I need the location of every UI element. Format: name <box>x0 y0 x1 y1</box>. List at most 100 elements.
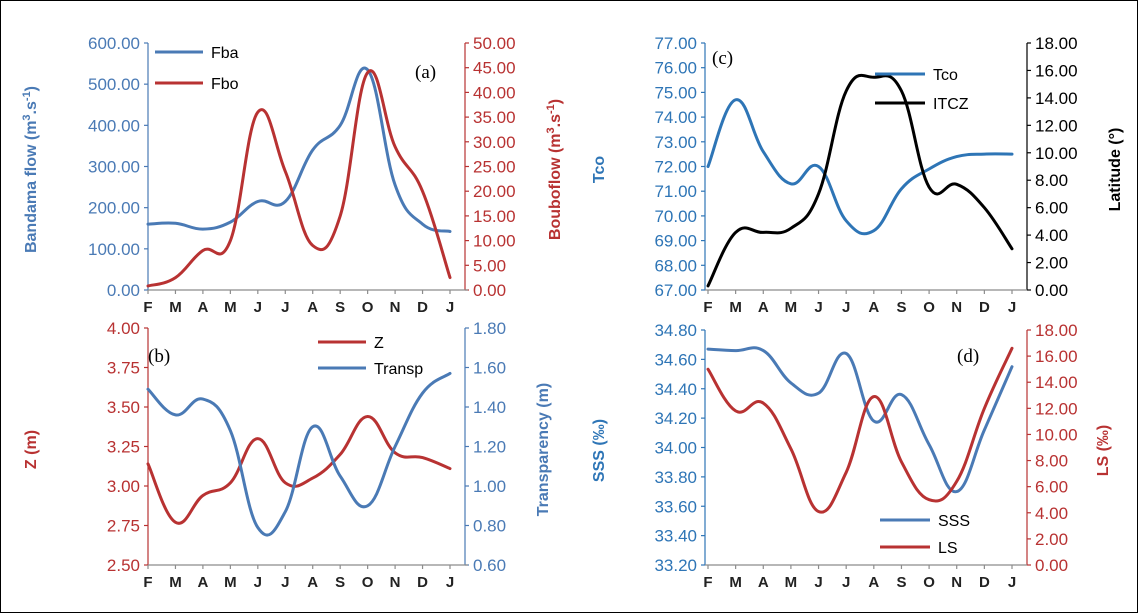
left-tick-label: 33.60 <box>654 497 697 516</box>
x-tick-label: D <box>417 299 428 316</box>
right-tick-label: 50.00 <box>473 34 516 53</box>
chart-panel-c: 67.00 68.00 69.00 70.00 71.00 72.00 73.00 74.00… <box>591 34 1124 316</box>
left-tick-label: 67.00 <box>654 281 697 300</box>
x-tick-label: J <box>446 574 454 591</box>
right-tick-label: 0.00 <box>473 281 506 300</box>
right-tick-label: 6.00 <box>1035 199 1068 218</box>
left-tick-label: 34.00 <box>654 439 697 458</box>
chart-panel-a: 0.00 100.00 200.00 300.00 400.00 500.00 600.00… <box>21 34 564 316</box>
x-tick-label: J <box>842 299 850 316</box>
left-axis-label-part: Bandama flow (m <box>23 121 40 253</box>
panel-label: (d) <box>957 346 979 367</box>
x-tick-label: M <box>785 299 798 316</box>
x-tick-label: J <box>814 574 822 591</box>
x-tick-label: S <box>335 299 345 316</box>
left-tick-label: 68.00 <box>654 256 697 275</box>
x-tick-label: J <box>446 299 454 316</box>
right-tick-label: 18.00 <box>1035 34 1078 53</box>
panel-label: (a) <box>415 62 436 83</box>
legend-label: Z <box>374 335 384 352</box>
x-tick-label: O <box>362 574 374 591</box>
right-tick-label: 5.00 <box>473 256 506 275</box>
x-tick-label: F <box>703 574 712 591</box>
left-tick-label: 200.00 <box>88 199 140 218</box>
right-tick-label: 1.60 <box>473 359 506 378</box>
right-axis-label-part: Bouboflow (m <box>547 133 564 240</box>
series-line-fbo <box>146 69 452 288</box>
right-tick-label: 16.00 <box>1035 347 1078 366</box>
x-tick-label: A <box>868 299 879 316</box>
x-tick-label: N <box>390 299 401 316</box>
left-tick-label: 76.00 <box>654 59 697 78</box>
series-line-tco <box>706 98 1014 236</box>
left-tick-label: 72.00 <box>654 158 697 177</box>
left-axis-label-part: -1 <box>21 91 33 101</box>
left-tick-label: 400.00 <box>88 116 140 135</box>
x-tick-label: J <box>281 574 289 591</box>
x-tick-label: A <box>868 574 879 591</box>
legend-label: ITCZ <box>933 96 969 113</box>
x-tick-label: F <box>143 299 152 316</box>
x-tick-label: D <box>979 299 990 316</box>
left-tick-label: 77.00 <box>654 34 697 53</box>
right-axis-label: Latitude (°) <box>1107 128 1124 212</box>
right-tick-label: 15.00 <box>473 207 516 226</box>
left-tick-label: 3.25 <box>107 438 140 457</box>
series-line-fba <box>146 66 452 233</box>
x-tick-label: J <box>254 574 262 591</box>
legend-label: LS <box>938 540 958 557</box>
right-tick-label: 18.00 <box>1035 321 1078 340</box>
right-tick-label: 0.00 <box>1035 556 1068 575</box>
right-tick-label: 4.00 <box>1035 226 1068 245</box>
left-tick-label: 500.00 <box>88 75 140 94</box>
right-axis-label: Bouboflow (m3.s-1) <box>545 99 564 240</box>
left-tick-label: 3.00 <box>107 477 140 496</box>
series-line-transp <box>146 371 452 537</box>
right-tick-label: 12.00 <box>1035 399 1078 418</box>
x-tick-label: N <box>390 574 401 591</box>
x-tick-label: O <box>923 574 935 591</box>
right-tick-label: 8.00 <box>1035 452 1068 471</box>
right-tick-label: 14.00 <box>1035 373 1078 392</box>
x-tick-label: A <box>758 574 769 591</box>
left-tick-label: 70.00 <box>654 207 697 226</box>
right-tick-label: 12.00 <box>1035 116 1078 135</box>
left-axis-label-part: .s <box>23 101 40 114</box>
right-tick-label: 6.00 <box>1035 478 1068 497</box>
left-axis-label: Bandama flow (m3.s-1) <box>21 86 40 253</box>
x-tick-label: N <box>951 574 962 591</box>
left-axis-label-part: 3 <box>21 114 33 120</box>
left-tick-label: 34.20 <box>654 409 697 428</box>
right-axis-label-part: -1 <box>545 104 557 114</box>
x-tick-label: J <box>842 574 850 591</box>
x-tick-label: M <box>169 574 182 591</box>
right-tick-label: 25.00 <box>473 158 516 177</box>
right-tick-label: 10.00 <box>1035 144 1078 163</box>
right-tick-label: 30.00 <box>473 133 516 152</box>
series-line-itcz <box>706 73 1014 288</box>
left-tick-label: 4.00 <box>107 319 140 338</box>
x-tick-label: J <box>814 299 822 316</box>
x-tick-label: M <box>785 574 798 591</box>
x-tick-label: J <box>254 299 262 316</box>
right-tick-label: 10.00 <box>1035 425 1078 444</box>
right-axis-label-part: ) <box>547 99 564 104</box>
legend-label: SSS <box>938 513 970 530</box>
left-tick-label: 3.75 <box>107 359 140 378</box>
right-tick-label: 0.80 <box>473 517 506 536</box>
legend-label: Tco <box>933 67 958 84</box>
x-tick-label: S <box>896 574 906 591</box>
legend-label: Fbo <box>211 76 239 93</box>
right-tick-label: 4.00 <box>1035 504 1068 523</box>
chart-panel-d: 33.20 33.40 33.60 33.80 34.00 34.20 34.40 34.60… <box>591 321 1112 591</box>
left-tick-label: 71.00 <box>654 182 697 201</box>
x-tick-label: S <box>896 299 906 316</box>
x-tick-label: F <box>143 574 152 591</box>
x-tick-label: O <box>923 299 935 316</box>
right-tick-label: 45.00 <box>473 59 516 78</box>
panel-label: (c) <box>712 48 733 69</box>
legend-label: Transp <box>374 361 423 378</box>
left-tick-label: 33.40 <box>654 527 697 546</box>
x-tick-label: D <box>979 574 990 591</box>
